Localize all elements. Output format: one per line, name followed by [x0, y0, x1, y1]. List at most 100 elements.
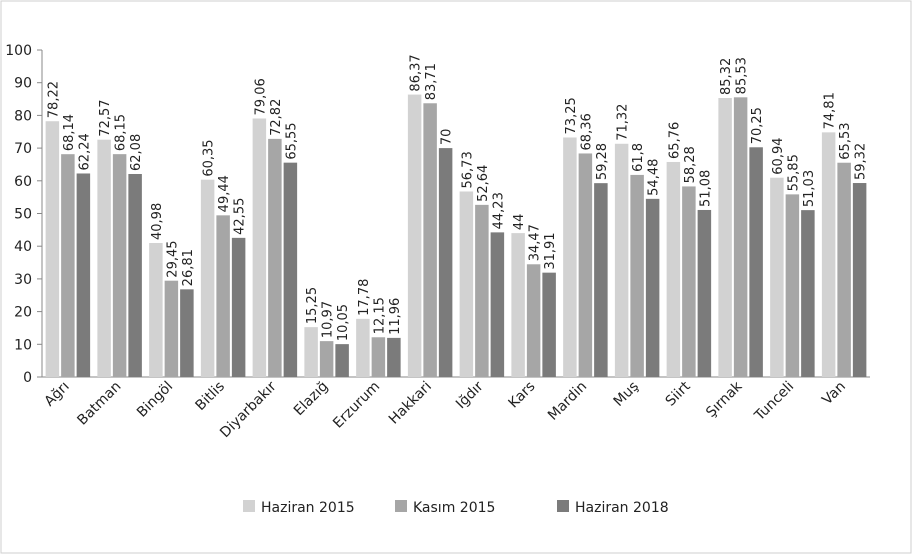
data-label: 44: [512, 214, 527, 231]
data-label: 65,76: [667, 122, 682, 159]
bar: [770, 177, 784, 377]
bar: [268, 138, 282, 377]
bar: [666, 161, 681, 377]
data-label: 62,08: [129, 134, 144, 171]
data-label: 40,98: [150, 203, 165, 240]
bar: [76, 173, 91, 377]
bar: [252, 118, 267, 377]
data-label: 42,55: [233, 198, 248, 235]
data-label: 55,85: [786, 154, 801, 191]
bar: [630, 174, 644, 377]
data-label: 85,53: [735, 57, 750, 94]
bar: [164, 280, 179, 377]
bar: [200, 179, 215, 377]
data-label: 73,25: [564, 97, 579, 134]
bar: [180, 289, 194, 377]
data-label: 61,8: [631, 143, 646, 172]
data-label: 74,81: [823, 92, 838, 129]
data-label: 68,15: [114, 114, 129, 151]
bar: [785, 194, 800, 377]
data-label: 65,55: [284, 122, 299, 159]
y-tick-label: 70: [14, 141, 32, 157]
bar: [490, 232, 505, 377]
bar: [542, 272, 556, 377]
data-label: 60,35: [202, 139, 217, 176]
data-label: 70: [440, 129, 455, 146]
bar: [216, 215, 230, 377]
y-tick-label: 20: [14, 305, 32, 321]
data-label: 68,36: [579, 113, 594, 150]
bar: [112, 154, 127, 377]
bar: [578, 153, 593, 377]
y-tick-label: 40: [14, 239, 32, 255]
bar: [594, 183, 608, 377]
legend-label: Haziran 2018: [575, 500, 669, 516]
data-label: 10,97: [321, 301, 336, 338]
data-label: 83,71: [424, 63, 439, 100]
data-label: 71,32: [616, 104, 631, 141]
y-tick-label: 100: [5, 43, 32, 59]
legend-label: Kasım 2015: [413, 500, 495, 516]
data-label: 70,25: [750, 107, 765, 144]
bar: [718, 98, 732, 377]
bar: [335, 344, 349, 377]
bar: [459, 191, 474, 377]
y-tick-label: 80: [14, 108, 32, 124]
data-label: 51,03: [802, 170, 817, 207]
data-label: 72,82: [269, 99, 284, 136]
data-label: 31,91: [543, 232, 558, 269]
data-label: 52,64: [476, 165, 491, 202]
legend-label: Haziran 2015: [261, 500, 355, 516]
data-label: 49,44: [217, 175, 232, 212]
data-label: 15,25: [305, 287, 320, 324]
y-tick-label: 90: [14, 76, 32, 92]
data-label: 78,22: [46, 81, 61, 118]
data-label: 79,06: [253, 78, 268, 115]
y-tick-label: 60: [14, 174, 32, 190]
bar: [511, 233, 525, 377]
data-label: 56,73: [460, 151, 475, 188]
data-label: 62,24: [77, 133, 92, 170]
bar: [283, 162, 298, 377]
bar: [682, 186, 696, 377]
bar: [149, 242, 163, 377]
bar: [423, 103, 437, 377]
bar: [645, 198, 660, 377]
y-tick-label: 30: [14, 272, 32, 288]
y-tick-label: 50: [14, 207, 32, 223]
bar: [128, 173, 142, 377]
bar: [837, 162, 851, 377]
bar: [733, 97, 748, 378]
data-label: 59,32: [854, 143, 869, 180]
data-label: 10,05: [336, 304, 351, 341]
bar: [475, 204, 489, 377]
data-label: 11,96: [388, 298, 403, 335]
data-label: 12,15: [372, 297, 387, 334]
bar: [821, 132, 836, 377]
data-label: 68,14: [62, 114, 77, 151]
data-label: 60,94: [771, 138, 786, 175]
bar: [749, 147, 763, 377]
legend-swatch: [557, 500, 569, 512]
bar: [438, 148, 453, 377]
data-label: 34,47: [528, 224, 543, 261]
data-label: 44,23: [491, 192, 506, 229]
bar: [319, 341, 334, 377]
bar: [526, 264, 541, 377]
bar: [407, 94, 422, 377]
bar: [387, 337, 401, 377]
bar: [563, 137, 577, 377]
data-label: 85,32: [719, 58, 734, 95]
bar: [61, 154, 75, 377]
bar: [231, 237, 246, 377]
data-label: 26,81: [181, 249, 196, 286]
legend-swatch: [243, 500, 255, 512]
data-label: 59,28: [595, 143, 610, 180]
data-label: 65,53: [838, 122, 853, 159]
data-label: 58,28: [683, 146, 698, 183]
data-label: 51,08: [698, 170, 713, 207]
bar: [45, 121, 60, 377]
data-label: 17,78: [357, 279, 372, 316]
bar: [697, 209, 712, 377]
